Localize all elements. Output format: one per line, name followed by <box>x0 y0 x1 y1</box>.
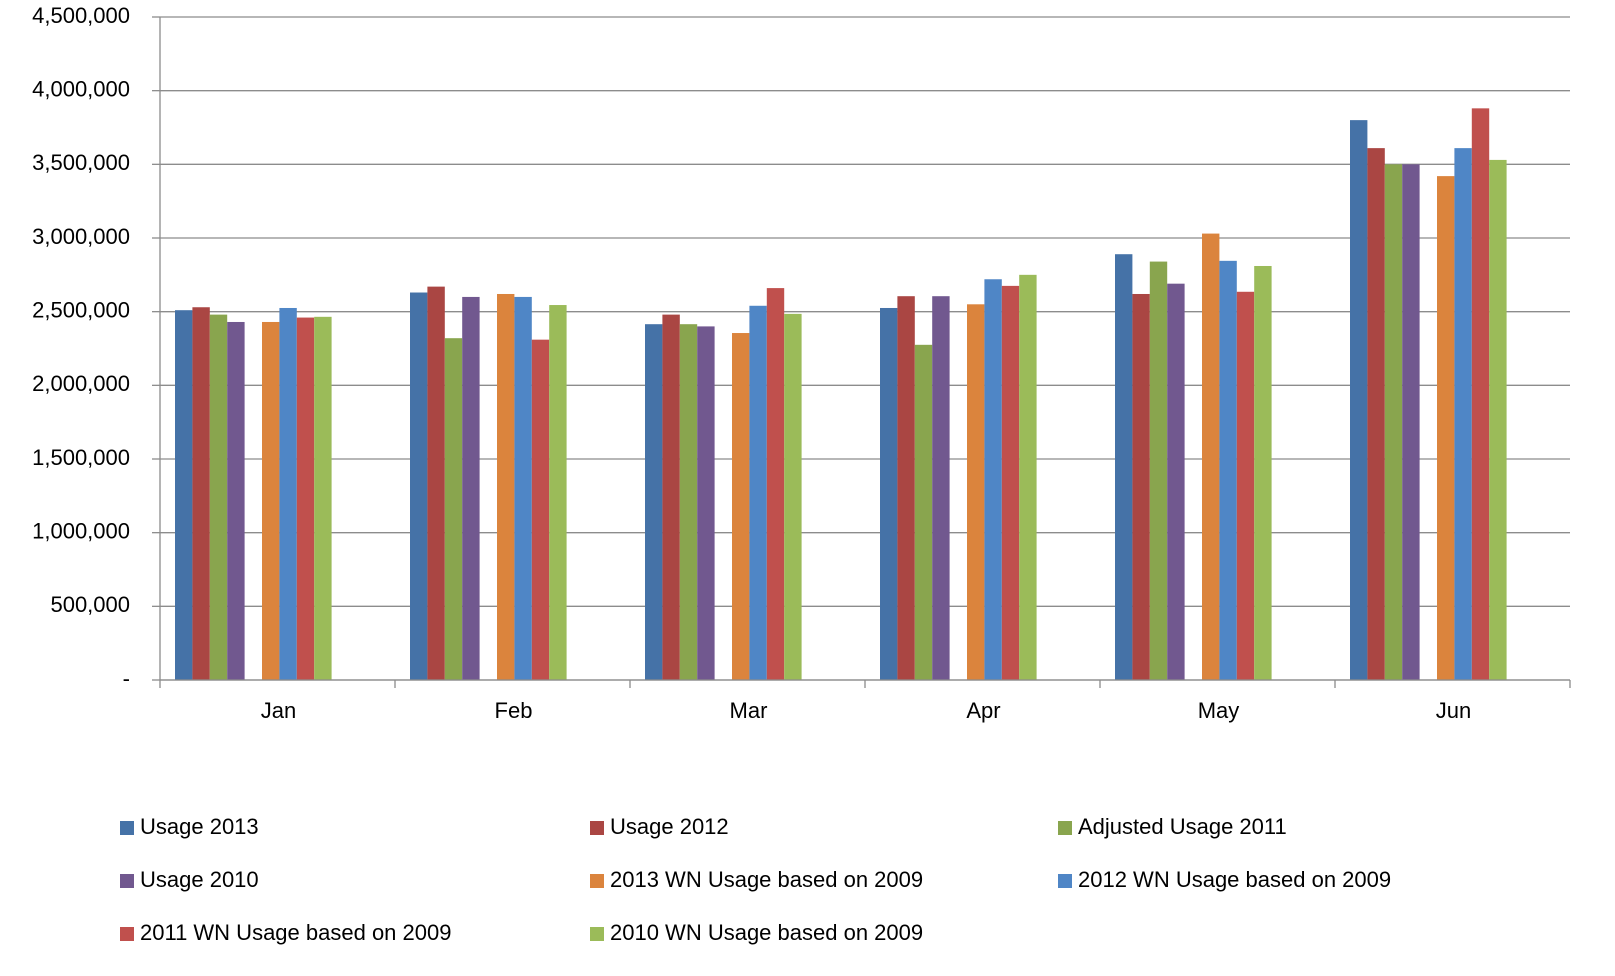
legend-swatch <box>120 874 134 888</box>
bar <box>175 310 193 680</box>
bar <box>967 304 985 680</box>
bar <box>531 339 550 680</box>
bar <box>279 307 297 680</box>
bar <box>1350 120 1368 681</box>
bar <box>1202 233 1220 680</box>
bar <box>227 321 245 680</box>
bar <box>296 317 315 680</box>
y-tick-label: 1,000,000 <box>32 518 130 543</box>
bar <box>514 296 532 680</box>
legend-swatch <box>1058 821 1072 835</box>
bar <box>1219 260 1237 680</box>
bar <box>1001 285 1020 680</box>
bar <box>1254 265 1272 680</box>
bar <box>679 324 698 680</box>
y-tick-label: 3,500,000 <box>32 150 130 175</box>
bar <box>444 338 463 680</box>
legend-swatch <box>1058 874 1072 888</box>
bar <box>1402 164 1420 681</box>
bar <box>410 292 428 680</box>
legend-label: 2012 WN Usage based on 2009 <box>1078 867 1391 892</box>
bar <box>1019 274 1037 680</box>
bar <box>1454 148 1472 681</box>
y-tick-label: 500,000 <box>50 592 130 617</box>
bar <box>497 293 515 680</box>
bar <box>766 288 785 680</box>
bar <box>1115 254 1133 680</box>
bar <box>984 279 1002 680</box>
legend-label: Usage 2010 <box>140 867 259 892</box>
bar <box>462 296 480 680</box>
y-tick-label: 1,500,000 <box>32 445 130 470</box>
legend-label: 2013 WN Usage based on 2009 <box>610 867 923 892</box>
bar <box>1236 291 1255 680</box>
bar <box>914 344 933 680</box>
bar <box>209 314 228 680</box>
bar <box>932 296 950 680</box>
x-tick-label: Apr <box>966 698 1000 723</box>
bar <box>314 316 332 680</box>
bar <box>262 321 280 680</box>
y-tick-label: 2,000,000 <box>32 371 130 396</box>
legend-label: Usage 2013 <box>140 814 259 839</box>
bar <box>1384 164 1403 681</box>
legend-swatch <box>590 927 604 941</box>
bar <box>1167 283 1185 680</box>
bar <box>427 286 445 680</box>
x-tick-label: Jun <box>1436 698 1471 723</box>
bar <box>749 305 767 680</box>
y-tick-label: 4,500,000 <box>32 3 130 28</box>
bar <box>645 324 663 680</box>
x-tick-label: Jan <box>261 698 296 723</box>
bar <box>784 313 802 680</box>
x-tick-label: May <box>1198 698 1240 723</box>
y-tick-label: - <box>123 666 130 691</box>
bar <box>1149 261 1168 680</box>
bar <box>880 307 898 680</box>
bar <box>549 305 567 680</box>
legend-label: Usage 2012 <box>610 814 729 839</box>
bar <box>1437 176 1455 680</box>
bar <box>1489 159 1507 680</box>
legend-swatch <box>590 821 604 835</box>
y-tick-label: 4,000,000 <box>32 76 130 101</box>
bar <box>697 326 715 680</box>
legend-swatch <box>120 927 134 941</box>
legend-label: Adjusted Usage 2011 <box>1078 814 1287 839</box>
bar <box>1367 148 1385 681</box>
bar <box>192 307 210 680</box>
legend-label: 2010 WN Usage based on 2009 <box>610 920 923 945</box>
bar <box>1471 108 1490 680</box>
legend-swatch <box>590 874 604 888</box>
legend-swatch <box>120 821 134 835</box>
legend-label: 2011 WN Usage based on 2009 <box>140 920 451 945</box>
y-tick-label: 2,500,000 <box>32 297 130 322</box>
y-tick-label: 3,000,000 <box>32 224 130 249</box>
bar <box>1132 293 1150 680</box>
x-tick-label: Feb <box>495 698 533 723</box>
bar <box>732 333 750 680</box>
x-tick-label: Mar <box>730 698 768 723</box>
bar <box>662 314 680 680</box>
bar <box>897 296 915 680</box>
